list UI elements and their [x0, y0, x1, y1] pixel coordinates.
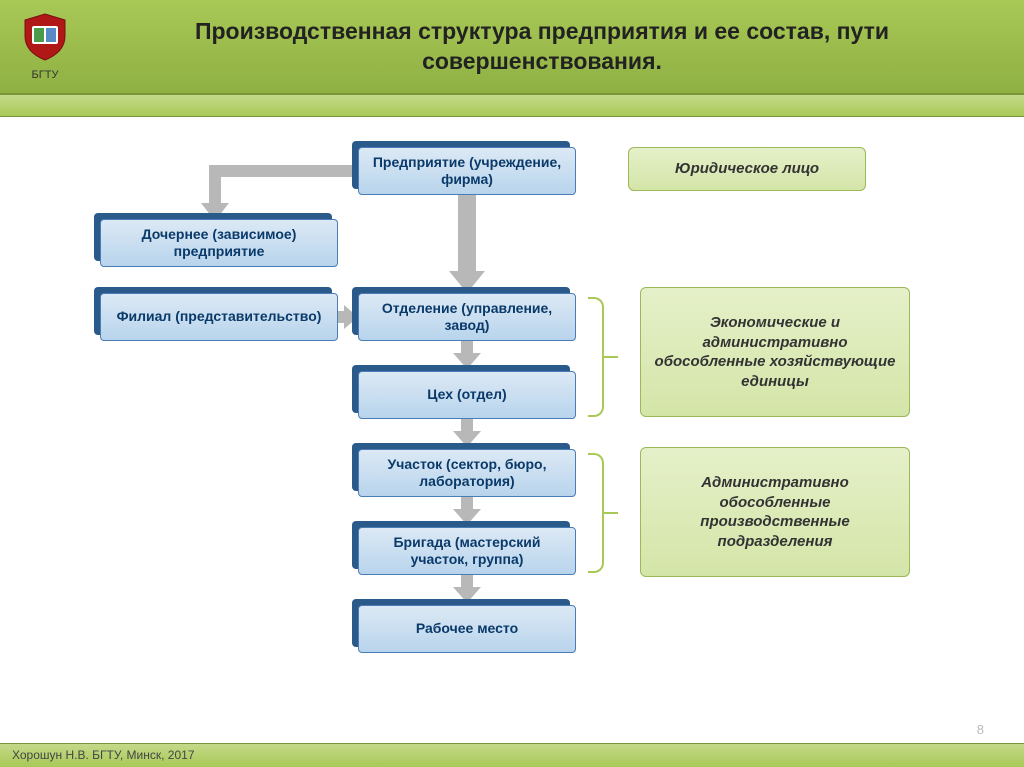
- node-branch: Филиал (представительство): [100, 293, 338, 341]
- shield-logo-icon: [20, 12, 70, 62]
- logo-label: БГТУ: [15, 69, 75, 81]
- annotation-legal-entity: Юридическое лицо: [628, 147, 866, 191]
- node-subsidiary: Дочернее (зависимое) предприятие: [100, 219, 338, 267]
- footer-text: Хорошун Н.В. БГТУ, Минск, 2017: [12, 748, 195, 762]
- arrow-connector: [215, 165, 360, 177]
- sub-header-bar: [0, 95, 1024, 117]
- annotation-economic-units: Экономические и административно обособле…: [640, 287, 910, 417]
- node-enterprise: Предприятие (учреждение, фирма): [358, 147, 576, 195]
- node-workplace: Рабочее место: [358, 605, 576, 653]
- node-section: Участок (сектор, бюро, лаборатория): [358, 449, 576, 497]
- arrow-connector: [209, 165, 221, 205]
- page-number: 8: [977, 722, 984, 737]
- brace-icon: [604, 356, 618, 358]
- brace-icon: [588, 453, 604, 573]
- node-workshop: Цех (отдел): [358, 371, 576, 419]
- arrow-connector: [458, 195, 476, 273]
- header-bar: БГТУ Производственная структура предприя…: [0, 0, 1024, 95]
- diagram-canvas: Предприятие (учреждение, фирма) Дочернее…: [0, 117, 1024, 717]
- annotation-admin-units: Административно обособленные производств…: [640, 447, 910, 577]
- brace-icon: [588, 297, 604, 417]
- logo-area: БГТУ: [15, 12, 75, 81]
- node-brigade: Бригада (мастерский участок, группа): [358, 527, 576, 575]
- brace-icon: [604, 512, 618, 514]
- footer-bar: Хорошун Н.В. БГТУ, Минск, 2017: [0, 743, 1024, 767]
- page-title: Производственная структура предприятия и…: [75, 17, 1009, 77]
- node-department: Отделение (управление, завод): [358, 293, 576, 341]
